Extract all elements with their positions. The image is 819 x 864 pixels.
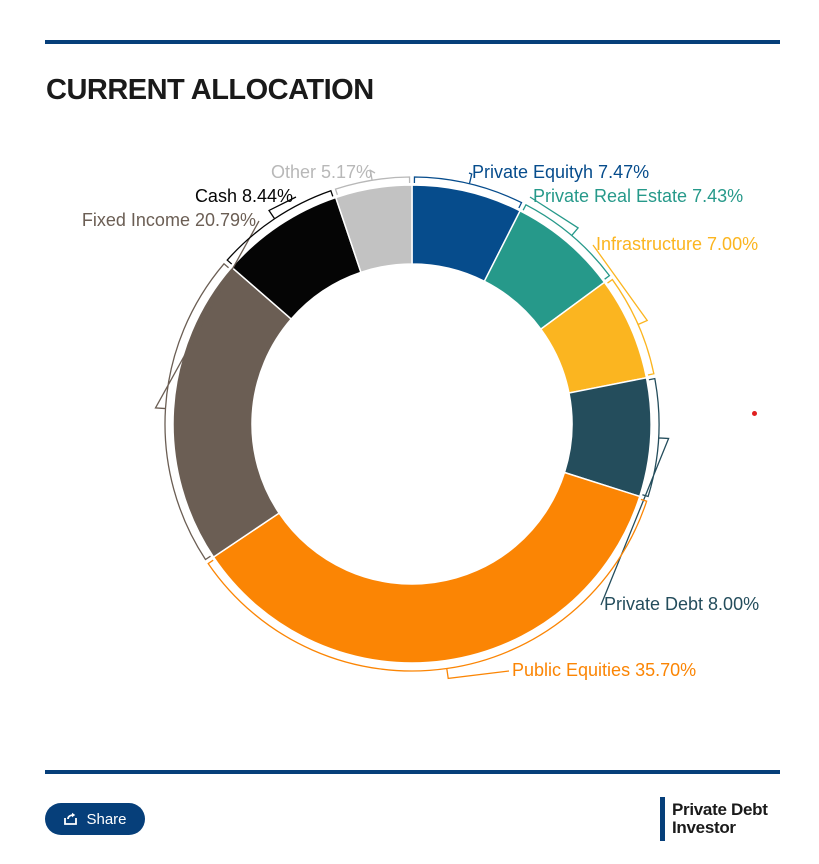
slice-label-2: Infrastructure 7.00% — [596, 234, 758, 254]
share-label: Share — [86, 810, 127, 828]
leader-line-7 — [334, 169, 411, 196]
brand-logo: Private Debt Investor — [660, 797, 768, 841]
logo-line-2: Investor — [672, 818, 736, 837]
slice-label-5: Fixed Income 20.79% — [82, 210, 256, 230]
leader-line-3 — [600, 377, 670, 606]
slice-label-4: Public Equities 35.70% — [512, 660, 696, 680]
page-title: CURRENT ALLOCATION — [46, 74, 374, 106]
top-rule — [45, 40, 780, 44]
allocation-donut-chart: Private Equityh 7.47% Private Real Estate… — [82, 162, 759, 680]
leader-line-0 — [413, 172, 523, 209]
leader-line-1 — [522, 196, 611, 280]
donut-slice-4 — [212, 471, 641, 664]
share-icon — [63, 812, 78, 826]
red-dot-marker — [752, 411, 757, 416]
slice-label-0: Private Equityh 7.47% — [472, 162, 649, 182]
logo-line-1: Private Debt — [672, 800, 768, 819]
bottom-rule — [45, 770, 780, 774]
slice-label-6: Cash 8.44% — [195, 186, 293, 206]
logo-bar — [660, 797, 665, 841]
slice-label-1: Private Real Estate 7.43% — [533, 186, 743, 206]
leader-line-6 — [226, 189, 334, 265]
donut-slice-7 — [334, 184, 413, 274]
slice-label-3: Private Debt 8.00% — [604, 594, 759, 614]
donut-slice-5 — [172, 266, 293, 559]
leader-line-2 — [592, 244, 655, 376]
leader-line-5 — [154, 220, 260, 561]
slice-label-7: Other 5.17% — [271, 162, 372, 182]
leader-line-4 — [207, 498, 648, 680]
share-button[interactable]: Share — [45, 803, 145, 835]
